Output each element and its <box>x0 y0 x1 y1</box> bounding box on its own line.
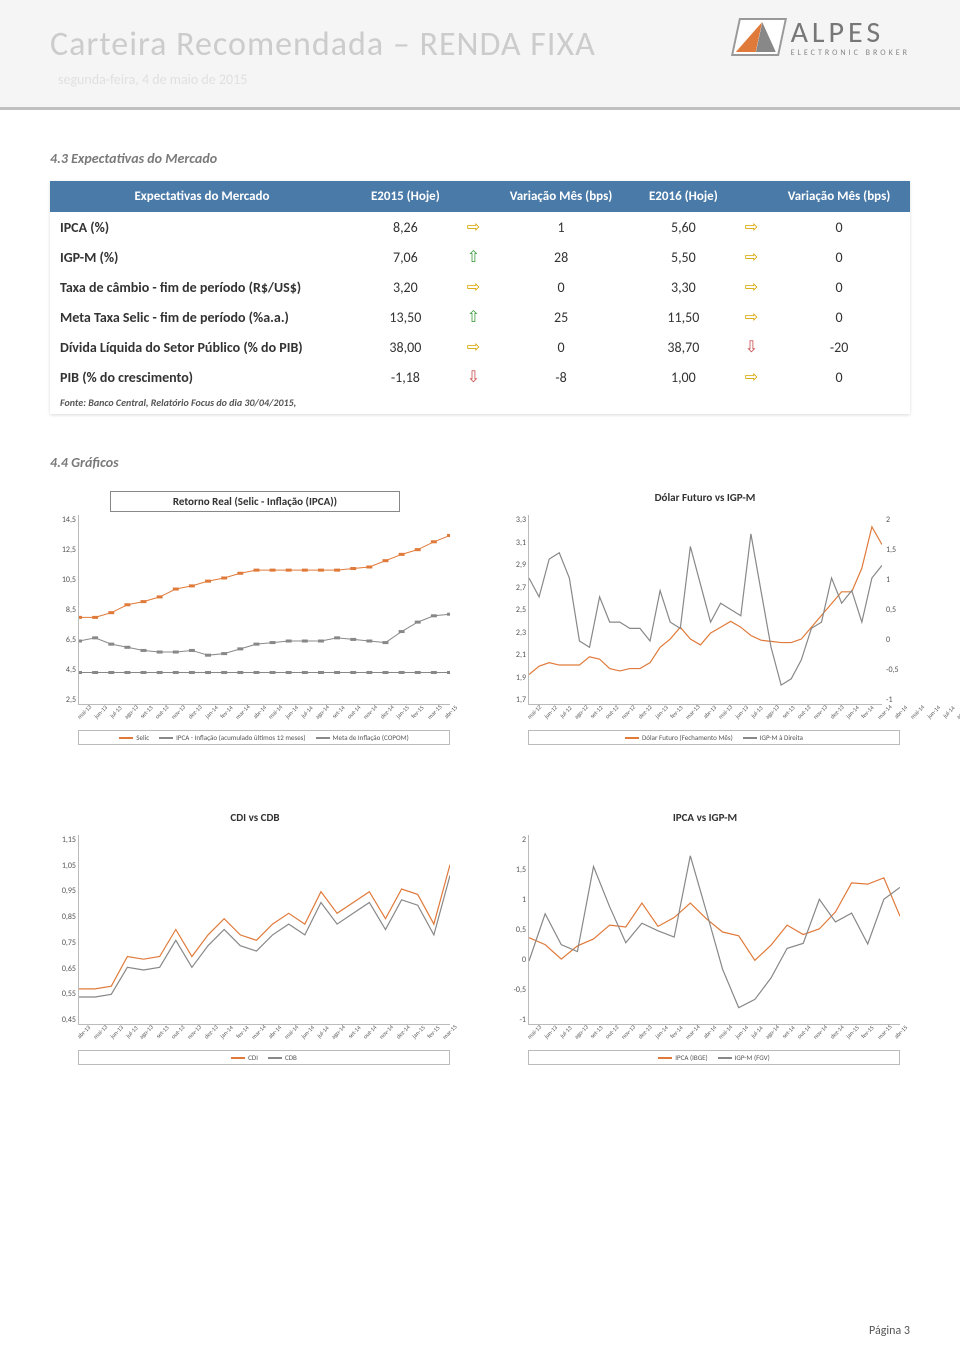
chart-legend: IPCA (IBGE)IGP-M (FGV) <box>528 1050 900 1065</box>
table-footnote: Fonte: Banco Central, Relatório Focus do… <box>50 392 910 414</box>
chart-title: Retorno Real (Selic - Inflação (IPCA)) <box>110 491 400 512</box>
arrow-right-icon: ⇨ <box>745 368 758 387</box>
chart-dolar-igpm: Dólar Futuro vs IGP-M3,33,12,92,72,52,32… <box>500 485 910 745</box>
arrow-up-icon: ⇧ <box>467 248 480 267</box>
table-row: PIB (% do crescimento)-1,18⇩-81,00⇨0 <box>50 362 910 392</box>
page-footer: Página 3 <box>869 1324 910 1338</box>
arrow-down-icon: ⇩ <box>467 368 480 387</box>
table-header: E2015 (Hoje) <box>354 181 457 212</box>
header-banner: Carteira Recomendada – RENDA FIXA segund… <box>0 0 960 110</box>
table-row: IPCA (%)8,26⇨15,60⇨0 <box>50 212 910 242</box>
header-date: segunda-feira, 4 de maio de 2015 <box>58 71 596 88</box>
arrow-up-icon: ⇧ <box>467 308 480 327</box>
arrow-down-icon: ⇩ <box>745 338 758 357</box>
table-header <box>735 181 768 212</box>
table-row: Meta Taxa Selic - fim de período (%a.a.)… <box>50 302 910 332</box>
arrow-right-icon: ⇨ <box>467 338 480 357</box>
logo-subtext: ELECTRONIC BROKER <box>791 48 910 58</box>
chart-legend: CDICDB <box>78 1050 450 1065</box>
table-header <box>457 181 490 212</box>
table-row: Dívida Líquida do Setor Público (% do PI… <box>50 332 910 362</box>
header-title: Carteira Recomendada – RENDA FIXA <box>50 24 596 65</box>
logo-text: ALPES <box>791 18 910 48</box>
arrow-right-icon: ⇨ <box>467 218 480 237</box>
section-43-title: 4.3 Expectativas do Mercado <box>50 150 910 167</box>
table-row: Taxa de câmbio - fim de período (R$/US$)… <box>50 272 910 302</box>
chart-ipca-igpm: IPCA vs IGP-M21,510,50-0,5-1mai-13jun-13… <box>500 805 910 1065</box>
arrow-right-icon: ⇨ <box>745 248 758 267</box>
section-44-title: 4.4 Gráficos <box>50 454 910 471</box>
logo-icon <box>731 18 787 56</box>
arrow-right-icon: ⇨ <box>467 278 480 297</box>
table-header: E2016 (Hoje) <box>632 181 735 212</box>
expectations-table: Expectativas do MercadoE2015 (Hoje) Varia… <box>50 181 910 414</box>
chart-legend: SelicIPCA - Inflação (acumulado últimos … <box>78 730 450 745</box>
chart-title: IPCA vs IGP-M <box>500 811 910 824</box>
chart-title: CDI vs CDB <box>50 811 460 824</box>
chart-title: Dólar Futuro vs IGP-M <box>500 491 910 504</box>
arrow-right-icon: ⇨ <box>745 308 758 327</box>
arrow-right-icon: ⇨ <box>745 278 758 297</box>
table-row: IGP-M (%)7,06⇧285,50⇨0 <box>50 242 910 272</box>
logo: ALPES ELECTRONIC BROKER <box>735 18 910 107</box>
table-header: Expectativas do Mercado <box>50 181 354 212</box>
chart-cdi-cdb: CDI vs CDB1,151,050,950,850,750,650,550,… <box>50 805 460 1065</box>
table-header: Variação Mês (bps) <box>490 181 632 212</box>
table-header: Variação Mês (bps) <box>768 181 910 212</box>
chart-legend: Dólar Futuro (Fechamento Mês)IGP-M à Dir… <box>528 730 900 745</box>
arrow-right-icon: ⇨ <box>745 218 758 237</box>
chart-retorno-real: Retorno Real (Selic - Inflação (IPCA))14… <box>50 485 460 745</box>
